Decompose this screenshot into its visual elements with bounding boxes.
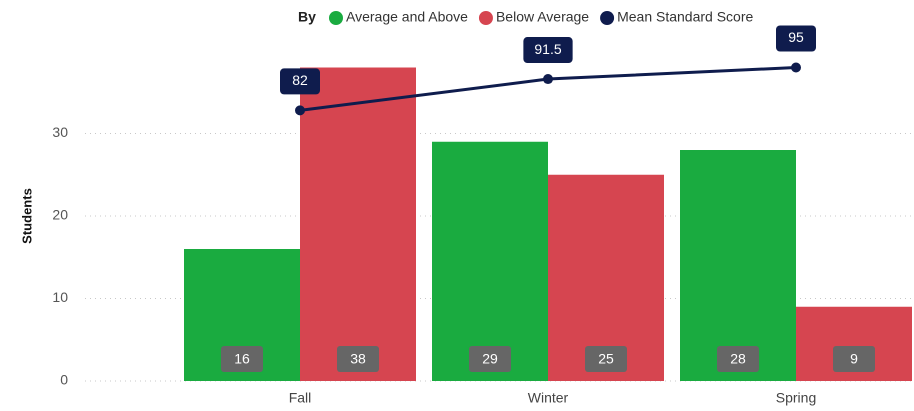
value-label-box [717,346,759,372]
value-label-box [833,346,875,372]
x-tick-label: Spring [776,390,816,406]
legend-label: Mean Standard Score [617,9,753,25]
x-tick-label: Winter [528,390,569,406]
y-tick-label: 20 [52,207,68,223]
line-value-label: 91.5 [534,41,561,57]
bar [680,150,796,381]
bar [300,67,416,381]
value-label: 28 [730,351,746,367]
legend-label: Below Average [496,9,589,25]
line-value-label: 95 [788,29,804,45]
line-point [295,105,305,116]
bar [432,141,548,381]
value-label-box [337,346,379,372]
legend-marker [478,11,493,25]
legend-label: Average and Above [346,9,468,25]
y-tick-label: 10 [52,289,68,305]
legend-title: By [298,9,316,25]
legend-marker [600,11,615,25]
legend-marker [329,11,343,25]
line-point [543,74,553,85]
y-axis-label: Students [19,188,34,244]
x-tick-label: Fall [289,390,312,406]
y-tick-label: 0 [60,372,68,388]
line-value-label: 82 [292,72,308,88]
line-label-box [523,37,573,64]
value-label: 25 [598,351,614,367]
value-label-box [221,346,263,372]
value-label-box [585,346,627,372]
line-label-box [776,25,816,52]
value-label: 9 [850,351,858,367]
line-point [791,62,801,73]
line-label-box [280,68,320,95]
value-label: 29 [482,351,498,367]
value-label: 38 [350,351,366,367]
y-tick-label: 30 [52,124,68,140]
value-label: 16 [234,351,250,367]
value-label-box [469,346,511,372]
